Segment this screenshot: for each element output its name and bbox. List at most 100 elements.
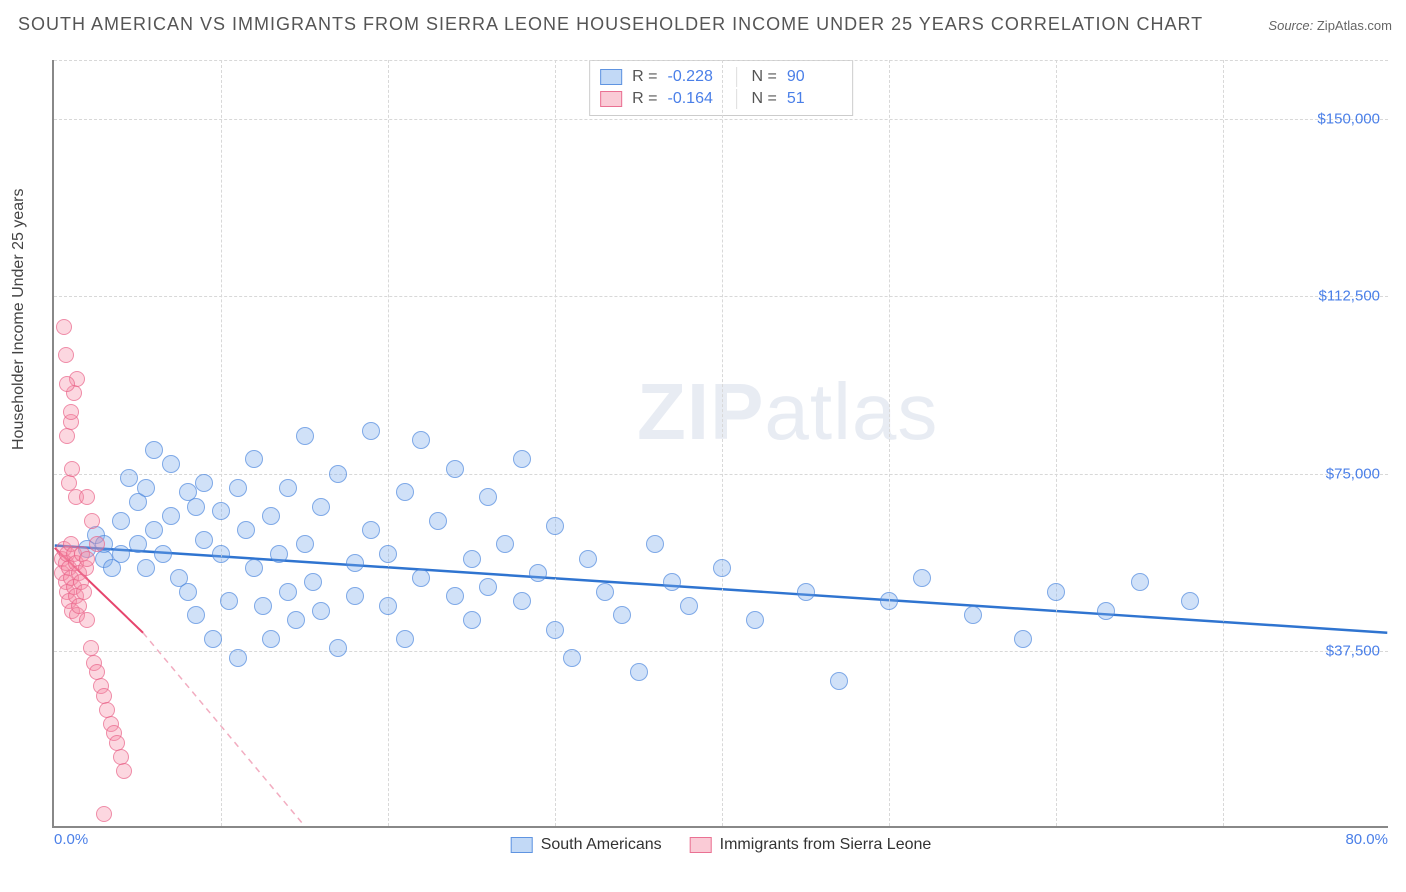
scatter-point-blue	[195, 531, 213, 549]
scatter-point-pink	[79, 489, 95, 505]
scatter-point-blue	[245, 559, 263, 577]
scatter-point-blue	[137, 479, 155, 497]
scatter-point-blue	[129, 535, 147, 553]
scatter-point-blue	[563, 649, 581, 667]
scatter-point-blue	[546, 621, 564, 639]
r-value-blue: -0.228	[668, 68, 723, 86]
y-axis-label: Householder Income Under 25 years	[10, 189, 28, 450]
scatter-point-blue	[187, 498, 205, 516]
scatter-point-blue	[479, 488, 497, 506]
scatter-point-blue	[680, 597, 698, 615]
scatter-point-blue	[463, 611, 481, 629]
scatter-point-blue	[279, 479, 297, 497]
scatter-point-blue	[204, 630, 222, 648]
legend-item-blue: South Americans	[511, 836, 662, 854]
scatter-point-blue	[187, 606, 205, 624]
scatter-point-blue	[663, 573, 681, 591]
v-gridline	[388, 60, 389, 826]
y-tick-label: $75,000	[1326, 465, 1380, 482]
source-value: ZipAtlas.com	[1317, 18, 1392, 33]
scatter-point-blue	[412, 431, 430, 449]
h-gridline	[54, 60, 1388, 61]
scatter-point-blue	[262, 630, 280, 648]
source-label: Source:	[1268, 18, 1313, 33]
scatter-point-blue	[312, 602, 330, 620]
h-gridline	[54, 474, 1388, 475]
r-label: R =	[632, 68, 657, 86]
scatter-point-blue	[412, 569, 430, 587]
scatter-point-blue	[964, 606, 982, 624]
scatter-point-blue	[179, 583, 197, 601]
h-gridline	[54, 651, 1388, 652]
scatter-point-blue	[479, 578, 497, 596]
swatch-blue-icon	[600, 69, 622, 85]
legend-label-blue: South Americans	[541, 836, 662, 854]
scatter-point-blue	[513, 592, 531, 610]
scatter-point-blue	[463, 550, 481, 568]
scatter-point-blue	[913, 569, 931, 587]
scatter-point-blue	[304, 573, 322, 591]
r-label: R =	[632, 90, 657, 108]
scatter-point-blue	[396, 483, 414, 501]
scatter-point-blue	[446, 460, 464, 478]
trend-line	[143, 633, 305, 826]
v-gridline	[1223, 60, 1224, 826]
scatter-point-blue	[112, 512, 130, 530]
scatter-point-blue	[379, 597, 397, 615]
scatter-point-blue	[162, 455, 180, 473]
scatter-point-blue	[713, 559, 731, 577]
scatter-point-pink	[59, 428, 75, 444]
watermark-rest: atlas	[764, 367, 938, 456]
scatter-point-blue	[429, 512, 447, 530]
scatter-point-blue	[346, 554, 364, 572]
scatter-point-blue	[154, 545, 172, 563]
v-gridline	[555, 60, 556, 826]
scatter-point-blue	[546, 517, 564, 535]
scatter-point-pink	[64, 461, 80, 477]
scatter-point-blue	[379, 545, 397, 563]
scatter-point-blue	[212, 502, 230, 520]
scatter-point-blue	[613, 606, 631, 624]
scatter-point-blue	[212, 545, 230, 563]
scatter-point-blue	[529, 564, 547, 582]
y-tick-label: $112,500	[1319, 288, 1380, 305]
scatter-point-blue	[880, 592, 898, 610]
scatter-point-blue	[346, 587, 364, 605]
scatter-plot-area: ZIPatlas R = -0.228 N = 90 R = -0.164 N …	[52, 60, 1388, 828]
x-axis-max-label: 80.0%	[1345, 831, 1388, 848]
swatch-pink-icon	[690, 837, 712, 853]
scatter-point-blue	[145, 521, 163, 539]
stats-row-blue: R = -0.228 N = 90	[600, 67, 842, 87]
scatter-point-blue	[1131, 573, 1149, 591]
scatter-point-blue	[137, 559, 155, 577]
scatter-point-blue	[112, 545, 130, 563]
scatter-point-blue	[496, 535, 514, 553]
v-gridline	[1056, 60, 1057, 826]
scatter-point-blue	[646, 535, 664, 553]
scatter-point-pink	[63, 404, 79, 420]
scatter-point-blue	[329, 639, 347, 657]
scatter-point-blue	[630, 663, 648, 681]
legend-item-pink: Immigrants from Sierra Leone	[690, 836, 932, 854]
trend-lines	[54, 60, 1388, 826]
scatter-point-pink	[56, 319, 72, 335]
scatter-point-blue	[229, 649, 247, 667]
v-gridline	[889, 60, 890, 826]
scatter-point-blue	[120, 469, 138, 487]
n-value-blue: 90	[787, 68, 842, 86]
scatter-point-blue	[746, 611, 764, 629]
scatter-point-blue	[1181, 592, 1199, 610]
scatter-point-blue	[270, 545, 288, 563]
legend-label-pink: Immigrants from Sierra Leone	[720, 836, 932, 854]
x-axis-min-label: 0.0%	[54, 831, 88, 848]
scatter-point-blue	[513, 450, 531, 468]
y-tick-label: $150,000	[1317, 111, 1380, 128]
swatch-blue-icon	[511, 837, 533, 853]
n-label: N =	[752, 90, 777, 108]
scatter-point-pink	[58, 347, 74, 363]
scatter-point-pink	[89, 536, 105, 552]
scatter-point-blue	[362, 422, 380, 440]
scatter-point-blue	[1047, 583, 1065, 601]
scatter-point-blue	[237, 521, 255, 539]
scatter-point-blue	[229, 479, 247, 497]
